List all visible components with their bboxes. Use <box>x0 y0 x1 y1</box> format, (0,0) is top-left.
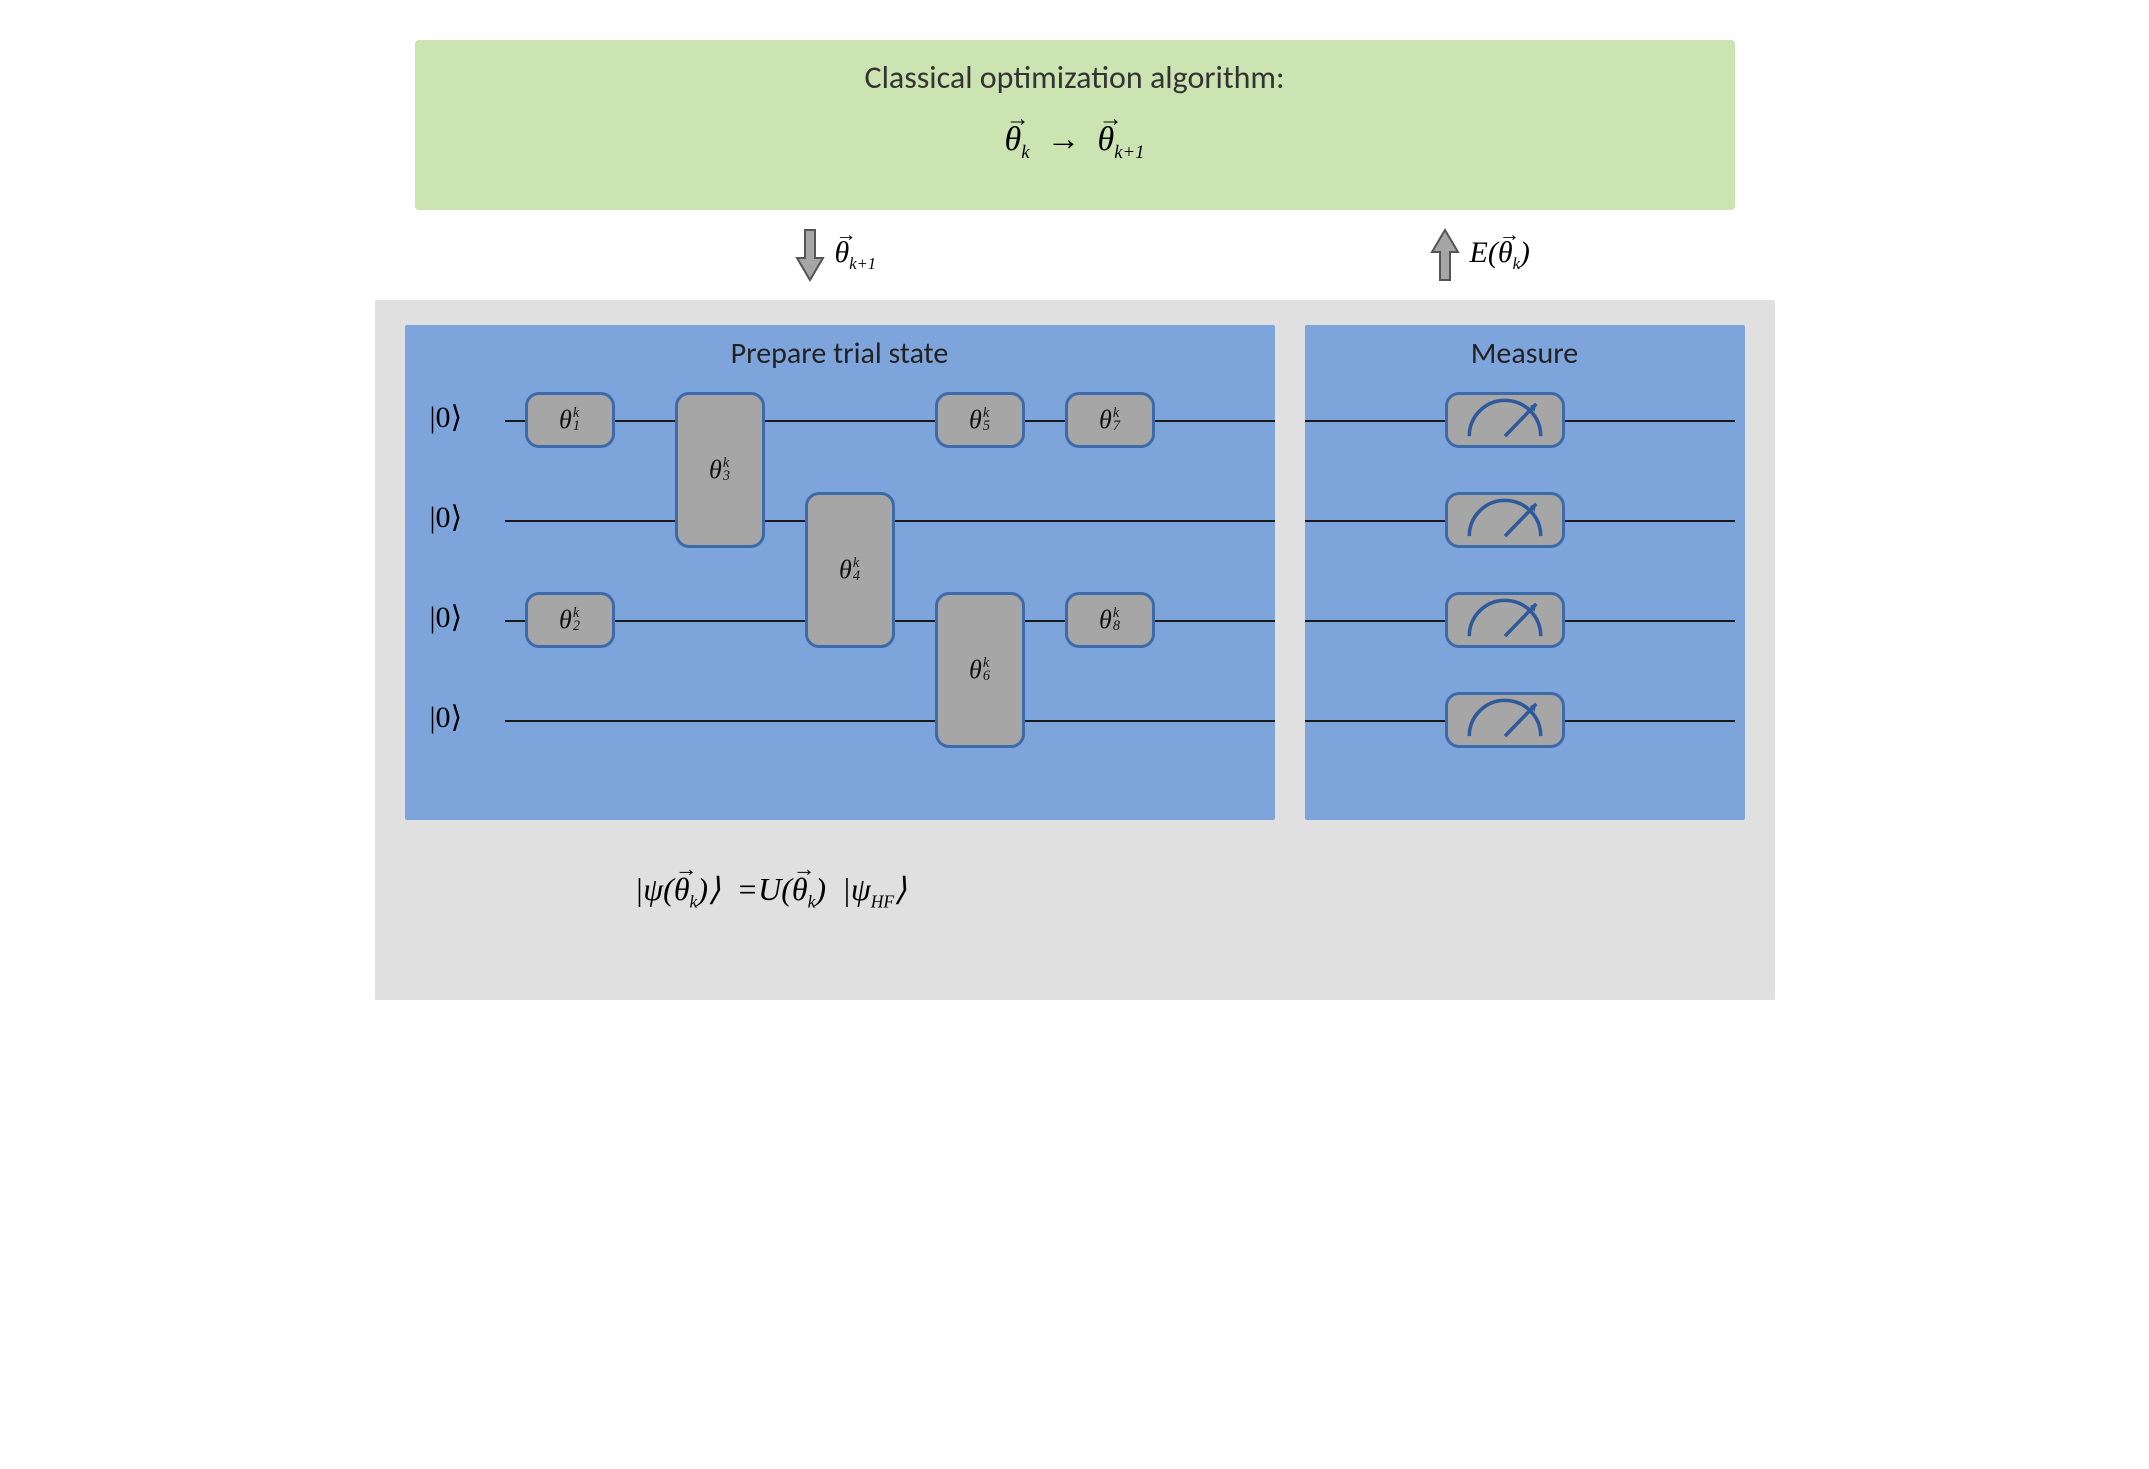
arrow-down-block: θk+1 <box>795 228 876 282</box>
gate-theta1: θk1 <box>525 392 615 448</box>
ket-zero: |0⟩ <box>430 500 463 535</box>
arrow-down-icon <box>795 228 825 282</box>
state-equation: |ψ(θk)⟩ =U(θk) |ψHF⟩ <box>635 870 907 912</box>
measurement-icon <box>1445 392 1565 448</box>
prepare-title: Prepare trial state <box>405 335 1275 372</box>
classical-optimization-box: Classical optimization algorithm: θk → θ… <box>415 40 1735 210</box>
classical-formula: θk → θk+1 <box>415 121 1735 164</box>
theta-k1-vec: θ <box>1098 121 1115 159</box>
measurement-icon <box>1445 692 1565 748</box>
theta-k-vec: θ <box>1005 121 1022 159</box>
arrow-up-block: E(θk) <box>1430 228 1530 282</box>
measurement-icon <box>1445 592 1565 648</box>
gate-theta2: θk2 <box>525 592 615 648</box>
vqe-diagram: Classical optimization algorithm: θk → θ… <box>375 40 1775 1000</box>
classical-title: Classical optimization algorithm: <box>415 58 1735 97</box>
gate-theta7: θk7 <box>1065 392 1155 448</box>
gate-theta6: θk6 <box>935 592 1025 748</box>
gate-theta4: θk4 <box>805 492 895 648</box>
ket-zero: |0⟩ <box>430 600 463 635</box>
arrow-up-icon <box>1430 228 1460 282</box>
measure-title: Measure <box>1305 335 1745 372</box>
gate-theta3: θk3 <box>675 392 765 548</box>
measurement-icon <box>1445 492 1565 548</box>
maps-to-arrow: → <box>1047 121 1081 158</box>
arrow-up-label: E(θk) <box>1470 236 1530 274</box>
arrow-down-label: θk+1 <box>835 236 876 274</box>
gate-theta8: θk8 <box>1065 592 1155 648</box>
ket-zero: |0⟩ <box>430 700 463 735</box>
qubit-wire <box>505 720 1275 722</box>
gate-theta5: θk5 <box>935 392 1025 448</box>
ket-zero: |0⟩ <box>430 400 463 435</box>
qubit-wire <box>505 420 1275 422</box>
